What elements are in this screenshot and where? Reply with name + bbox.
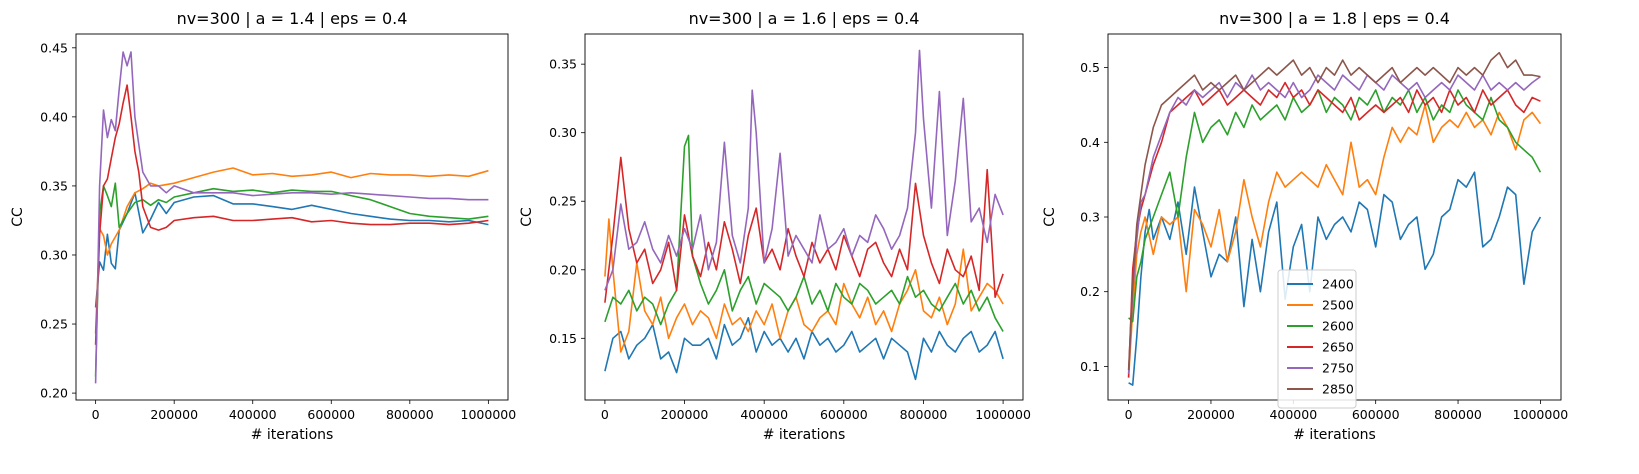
y-tick-label: 0.5 (1080, 60, 1100, 75)
x-axis-label: # iterations (763, 427, 846, 443)
x-tick-label: 1000000 (975, 407, 1031, 422)
y-tick-label: 0.45 (40, 40, 68, 55)
x-tick-label: 800000 (386, 407, 434, 422)
x-tick-label: 400000 (740, 407, 788, 422)
chart-panel-1: 0 200000 400000 600000 800000 1000000 0.20 0.25… (10, 9, 516, 443)
y-tick-label: 0.3 (1080, 210, 1100, 225)
series-line-2850 (1127, 51, 1541, 371)
x-tick-label: 200000 (1187, 407, 1235, 422)
series-line-2500 (1127, 104, 1542, 378)
series-line-2500 (604, 218, 1004, 353)
y-tick-label: 0.35 (549, 57, 577, 72)
legend: 2400 2500 2600 2650 2750 2850 (1277, 269, 1357, 409)
y-tick-label: 0.15 (549, 331, 577, 346)
series-line-2650 (1127, 81, 1541, 378)
legend-label-2400: 2400 (1322, 277, 1354, 292)
panel-title: nv=300 | a = 1.4 | eps = 0.4 (177, 9, 408, 28)
plot-frame (75, 33, 509, 401)
y-tick-label: 0.35 (40, 178, 68, 193)
y-tick-label: 0.1 (1080, 359, 1100, 374)
series-line-2400 (94, 192, 489, 308)
legend-label-2500: 2500 (1322, 298, 1354, 313)
series-line-2750 (604, 49, 1004, 291)
y-tick-label: 0.20 (549, 262, 577, 277)
x-tick-label: 200000 (150, 407, 198, 422)
legend-label-2750: 2750 (1322, 361, 1354, 376)
y-axis-label: CC (10, 207, 26, 227)
legend-label-2650: 2650 (1322, 340, 1354, 355)
x-axis-label: # iterations (1293, 427, 1376, 443)
y-tick-label: 0.25 (549, 194, 577, 209)
series-line-2600 (604, 134, 1004, 332)
series-line-2400 (604, 316, 1004, 381)
series-line-2750 (1127, 74, 1541, 374)
x-axis-label: # iterations (251, 427, 334, 443)
series-line-2650 (604, 156, 1004, 303)
x-tick-label: 0 (601, 407, 609, 422)
x-tick-label: 600000 (307, 407, 355, 422)
series-line-2650 (94, 84, 489, 345)
y-axis-label: CC (1042, 207, 1058, 227)
panel-title: nv=300 | a = 1.6 | eps = 0.4 (689, 9, 920, 28)
series-line-2500 (94, 167, 489, 334)
series-line-2750 (94, 51, 489, 384)
series-line-2600 (1128, 89, 1542, 323)
x-tick-label: 800000 (1434, 407, 1482, 422)
plot-frame (584, 33, 1024, 401)
panel-title: nv=300 | a = 1.8 | eps = 0.4 (1219, 9, 1450, 28)
x-tick-label: 400000 (1269, 407, 1317, 422)
x-tick-label: 600000 (1352, 407, 1400, 422)
y-axis-label: CC (519, 207, 535, 227)
x-tick-label: 1000000 (1513, 407, 1569, 422)
x-tick-label: 0 (1125, 407, 1133, 422)
x-tick-label: 800000 (900, 407, 948, 422)
y-tick-label: 0.20 (40, 386, 68, 401)
y-tick-label: 0.30 (40, 247, 68, 262)
legend-label-2600: 2600 (1322, 319, 1354, 334)
y-tick-label: 0.40 (40, 109, 68, 124)
legend-label-2850: 2850 (1322, 382, 1354, 397)
y-tick-label: 0.4 (1080, 135, 1100, 150)
chart-panel-2: 0 200000 400000 600000 800000 1000000 0.15 0.20… (519, 9, 1031, 443)
series-line-2600 (94, 182, 489, 377)
x-tick-label: 0 (92, 407, 100, 422)
x-tick-label: 400000 (229, 407, 277, 422)
y-tick-label: 0.25 (40, 317, 68, 332)
x-tick-label: 1000000 (461, 407, 517, 422)
y-tick-label: 0.30 (549, 125, 577, 140)
y-tick-label: 0.2 (1080, 284, 1100, 299)
x-tick-label: 600000 (820, 407, 868, 422)
x-tick-label: 200000 (661, 407, 709, 422)
chart-panel-3: 0 200000 400000 600000 800000 1000000 0.1 0.2 0.… (1042, 9, 1568, 443)
